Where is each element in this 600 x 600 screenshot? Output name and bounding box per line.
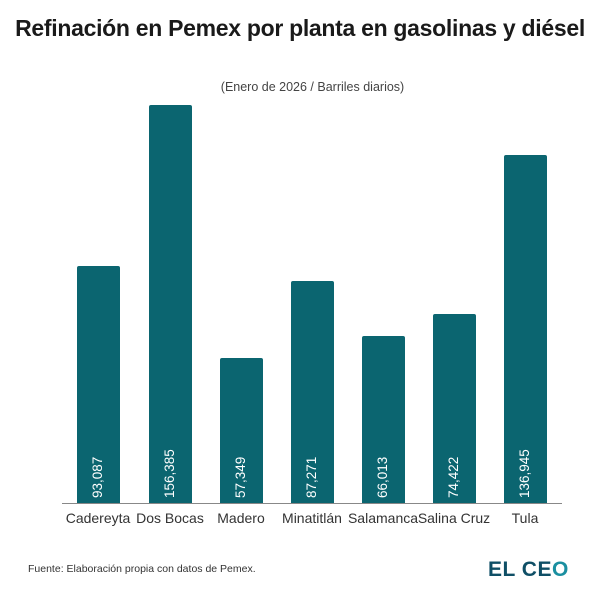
source-note: Fuente: Elaboración propia con datos de …	[28, 563, 256, 575]
bar-value-label: 87,271	[304, 456, 319, 498]
bar: 66,013	[361, 336, 405, 504]
plot-area: 93,087 156,385 57,349 87,271 66,013 74,422 136…	[62, 90, 562, 504]
x-tick-label: Dos Bocas	[136, 510, 204, 526]
bar-value-label: 57,349	[233, 456, 248, 498]
x-tick-label: Tula	[511, 510, 539, 526]
bar-value-label: 66,013	[375, 456, 390, 498]
bar-value-label: 93,087	[90, 456, 105, 498]
x-axis-line	[62, 503, 562, 504]
bar: 74,422	[432, 314, 476, 504]
chart-title: Refinación en Pemex por planta en gasoli…	[15, 15, 585, 41]
bar-value-label: 156,385	[162, 449, 177, 498]
x-tick-label: Cadereyta	[65, 510, 131, 526]
logo-accent-letter: O	[551, 558, 569, 581]
x-tick-label: Madero	[217, 510, 265, 526]
bar: 93,087	[76, 266, 120, 504]
x-tick-label: Salamanca	[347, 510, 419, 526]
bar-value-label: 74,422	[446, 456, 461, 498]
bar: 136,945	[503, 155, 547, 504]
chart-subtitle: (Enero de 2026 / Barriles diarios)	[220, 80, 405, 94]
bar: 57,349	[219, 358, 263, 504]
logo-text: EL CE	[488, 558, 552, 581]
el-ceo-logo: EL CEO	[488, 558, 569, 582]
x-tick-label: Salina Cruz	[417, 510, 491, 526]
x-tick-label: Minatitlán	[282, 510, 342, 526]
bar: 87,271	[290, 281, 334, 504]
bar-value-label: 136,945	[517, 449, 532, 498]
bar: 156,385	[148, 105, 192, 504]
